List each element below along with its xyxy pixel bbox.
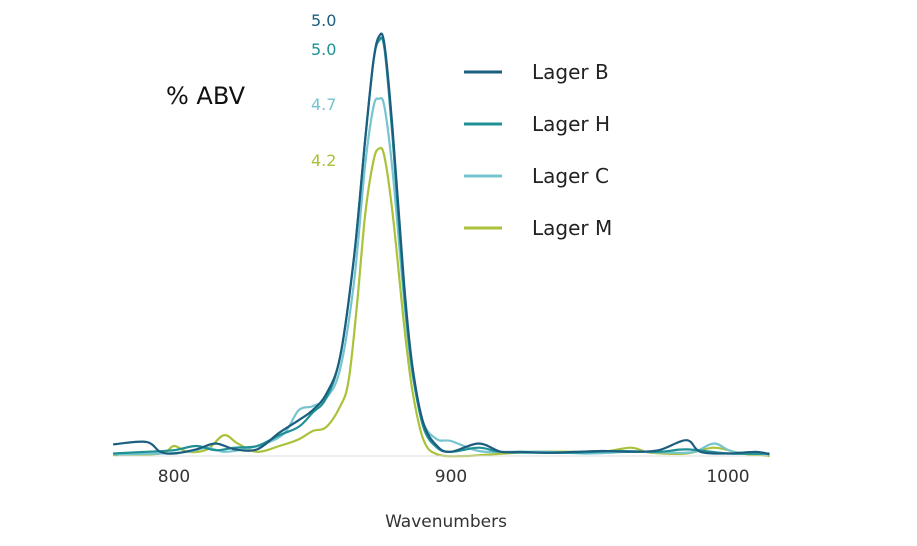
legend-label: Lager H — [532, 112, 610, 136]
peak-labels: 5.0 5.0 4.7 4.2 — [311, 11, 336, 170]
x-tick-labels: 800 900 1000 — [158, 467, 750, 487]
legend-label: Lager M — [532, 216, 612, 240]
x-tick-label: 800 — [158, 467, 190, 487]
series-line-lager-m — [113, 146, 770, 458]
x-tick-label: 900 — [435, 467, 467, 487]
legend-label: Lager B — [532, 60, 609, 84]
peak-label-lager-h: 5.0 — [311, 40, 336, 59]
peak-label-lager-m: 4.2 — [311, 151, 336, 170]
x-tick-label: 1000 — [706, 467, 749, 487]
series-line-lager-b — [113, 32, 770, 456]
legend: Lager B Lager H Lager C Lager M — [464, 60, 612, 240]
x-axis-title: Wavenumbers — [385, 512, 507, 532]
legend-label: Lager C — [532, 164, 609, 188]
peak-label-lager-c: 4.7 — [311, 95, 336, 114]
peak-label-lager-b: 5.0 — [311, 11, 336, 30]
curves-layer — [113, 32, 770, 458]
chart-title: % ABV — [166, 82, 246, 110]
series-line-lager-c — [113, 97, 770, 456]
